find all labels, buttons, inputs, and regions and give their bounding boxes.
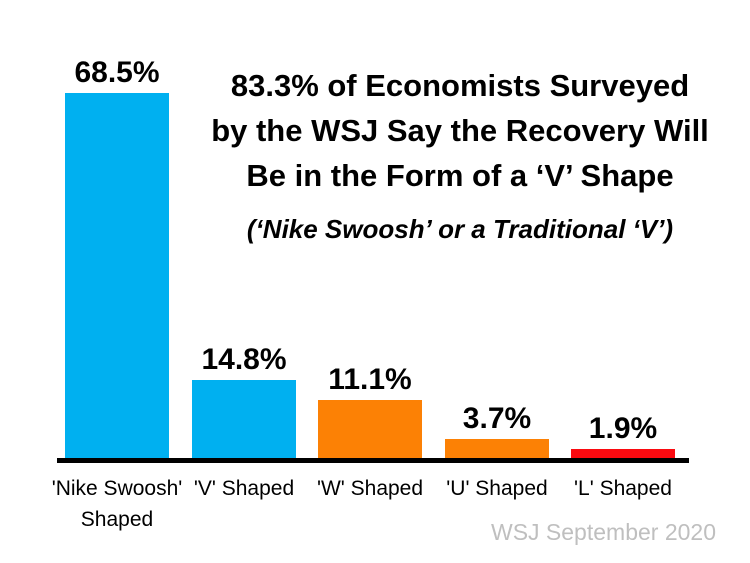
chart-subtitle: (‘Nike Swoosh’ or a Traditional ‘V’) xyxy=(246,214,674,244)
bar-value-label: 1.9% xyxy=(588,412,658,445)
title-line-3: Be in the Form of a ‘V’ Shape xyxy=(246,158,674,193)
bar-category-label: 'W' Shaped xyxy=(316,477,424,500)
title-line-1: 83.3% of Economists Surveyed xyxy=(230,68,690,103)
bar-value-label: 3.7% xyxy=(462,402,532,435)
title-line-2: by the WSJ Say the Recovery Will xyxy=(211,113,709,148)
bar-l-shaped xyxy=(571,449,675,459)
bar-group-v-shaped: 14.8% 'V' Shaped xyxy=(192,343,296,500)
bar-nike-swoosh xyxy=(65,93,169,459)
bar-category-label: 'U' Shaped xyxy=(446,477,548,500)
bar-w-shaped xyxy=(318,400,422,459)
bar-group-u-shaped: 3.7% 'U' Shaped xyxy=(445,402,549,500)
bar-category-label: 'V' Shaped xyxy=(193,477,295,500)
bar-value-label: 11.1% xyxy=(328,363,412,396)
source-caption: WSJ September 2020 xyxy=(490,519,716,545)
x-axis-line xyxy=(57,458,689,463)
bar-value-label: 68.5% xyxy=(74,56,160,89)
chart-title: 83.3% of Economists Surveyed by the WSJ … xyxy=(205,63,715,247)
bar-group-nike-swoosh: 68.5% 'Nike Swoosh' Shaped xyxy=(52,56,183,531)
bar-group-w-shaped: 11.1% 'W' Shaped xyxy=(317,363,423,500)
bar-category-label: 'L' Shaped xyxy=(574,477,672,500)
bar-group-l-shaped: 1.9% 'L' Shaped xyxy=(571,412,675,500)
bar-value-label: 14.8% xyxy=(201,343,287,376)
bar-category-label: 'Nike Swoosh' Shaped xyxy=(51,477,183,531)
bar-v-shaped xyxy=(192,380,296,459)
bar-u-shaped xyxy=(445,439,549,459)
